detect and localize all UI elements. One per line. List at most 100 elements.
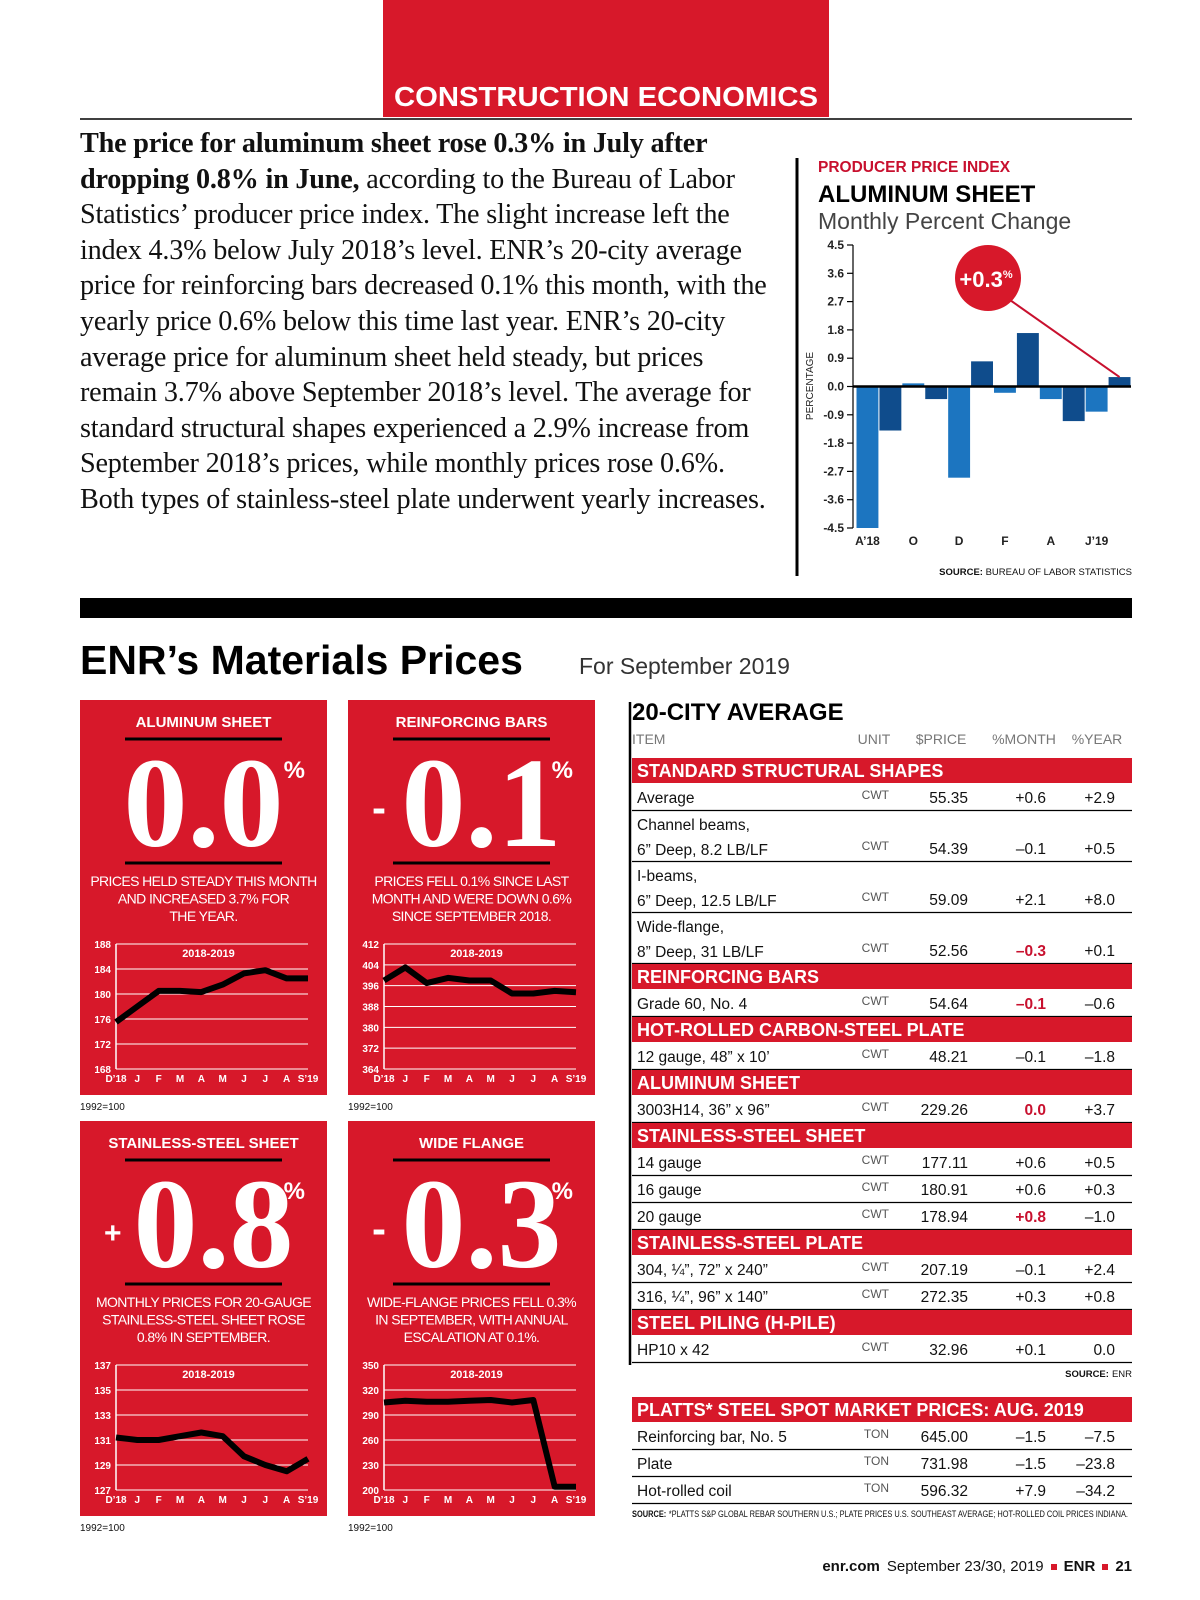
section-title: STAINLESS-STEEL SHEET (637, 1126, 865, 1146)
unit: CWT (862, 890, 890, 904)
x-tick-label: D’18 (105, 1495, 127, 1506)
panel (80, 700, 327, 1095)
item: Plate (637, 1456, 672, 1473)
x-tick-label: M (218, 1495, 226, 1506)
year-change: +0.1 (1084, 943, 1115, 960)
unit: TON (864, 1427, 889, 1441)
chart-subtitle: 2018-2019 (182, 948, 235, 960)
y-tick-label: 320 (362, 1386, 379, 1397)
x-tick-label: O (909, 534, 918, 548)
separator (1050, 1563, 1057, 1570)
x-tick-label: A (1046, 534, 1055, 548)
intro-text: The price for aluminum sheet rose 0.3% i… (80, 126, 770, 518)
x-tick-label: J (509, 1074, 515, 1085)
x-tick-label: F (156, 1495, 162, 1506)
item: 316, ¼”, 96” x 140” (637, 1289, 768, 1306)
intro-body: according to the Bureau of Labor Statist… (80, 163, 767, 515)
y-tick-label: 230 (362, 1461, 379, 1472)
y-tick-label: 0.0 (827, 380, 844, 394)
x-tick-label: J’19 (1085, 534, 1109, 548)
big-figure: 0.8 (134, 1153, 294, 1295)
x-tick-label: M (176, 1074, 184, 1085)
price: 32.96 (929, 1342, 968, 1359)
price: 272.35 (921, 1289, 968, 1306)
x-tick-label: S’19 (298, 1495, 319, 1506)
item: 12 gauge, 48” x 10’ (637, 1049, 770, 1066)
source-label: SOURCE: (632, 1509, 666, 1519)
section-banner (383, 0, 829, 117)
item: 16 gauge (637, 1182, 702, 1199)
item: 3003H14, 36” x 96” (637, 1102, 770, 1119)
y-tick-label: 127 (94, 1486, 111, 1497)
chart-subtitle: 2018-2019 (450, 1369, 503, 1381)
y-tick-label: 350 (362, 1361, 379, 1372)
x-tick-label: D (955, 534, 964, 548)
big-figure: 0.1 (402, 732, 562, 874)
bar (902, 383, 925, 387)
year-change: +8.0 (1084, 892, 1115, 909)
figure-sign: - (372, 784, 386, 831)
panel-description: MONTHLY PRICES FOR 20-GAUGE (96, 1294, 311, 1310)
footer-date: September 23/30, 2019 (886, 1558, 1044, 1575)
section-title: REINFORCING BARS (637, 967, 819, 987)
y-tick-label: 372 (362, 1044, 379, 1055)
y-tick-label: 180 (94, 990, 111, 1001)
separator (1102, 1563, 1109, 1570)
item: Channel beams, (637, 817, 750, 834)
unit: CWT (862, 1260, 890, 1274)
intro-lead: The price for aluminum sheet rose 0.3% i… (80, 128, 707, 195)
month-change: –0.1 (1016, 841, 1046, 858)
unit: CWT (862, 839, 890, 853)
price: 229.26 (921, 1102, 968, 1119)
month-change: +0.6 (1015, 1182, 1046, 1199)
panel-description: IN SEPTEMBER, WITH ANNUAL (375, 1312, 569, 1328)
big-figure: 0.3 (402, 1153, 562, 1295)
chart-subtitle: Monthly Percent Change (818, 208, 1071, 234)
section-title: STAINLESS-STEEL PLATE (637, 1233, 863, 1253)
x-tick-label: A’18 (855, 534, 880, 548)
footer-site: enr.com (822, 1558, 880, 1575)
y-tick-label: 1.8 (827, 323, 844, 337)
x-tick-label: A (551, 1074, 558, 1085)
unit: CWT (862, 1340, 890, 1354)
figure-unit: % (284, 757, 305, 784)
table-source: SOURCE: ENR (1065, 1369, 1132, 1380)
figure-sign: + (104, 1217, 122, 1250)
x-tick-label: F (1001, 534, 1008, 548)
year-change: –0.6 (1085, 996, 1115, 1013)
figure-unit: % (284, 1178, 305, 1205)
y-tick-label: 3.6 (827, 266, 844, 280)
unit: CWT (862, 941, 890, 955)
y-tick-label: 290 (362, 1411, 379, 1422)
section-title: ALUMINUM SHEET (637, 1073, 800, 1093)
footer-page: 21 (1115, 1558, 1132, 1575)
source-text: BUREAU OF LABOR STATISTICS (986, 567, 1132, 578)
bar (856, 386, 879, 528)
figure-unit: % (552, 757, 573, 784)
month-change: –0.3 (1016, 943, 1047, 960)
month-change: +0.6 (1015, 1155, 1046, 1172)
unit: CWT (862, 1047, 890, 1061)
panel (348, 1121, 595, 1516)
y-tick-label: 0.9 (827, 351, 844, 365)
x-tick-label: J (263, 1074, 269, 1085)
month-change: +0.1 (1015, 1342, 1046, 1359)
year-change: –1.0 (1085, 1209, 1116, 1226)
unit: CWT (862, 1100, 890, 1114)
divider-bar (80, 598, 1132, 618)
x-tick-label: J (509, 1495, 515, 1506)
unit: CWT (862, 1207, 890, 1221)
panel-description: PRICES FELL 0.1% SINCE LAST (374, 873, 569, 889)
month-change: –1.5 (1016, 1456, 1046, 1473)
platts-source: SOURCE:*PLATTS S&P GLOBAL REBAR SOUTHERN… (632, 1509, 1128, 1519)
year-change: +0.3 (1084, 1182, 1115, 1199)
unit: CWT (862, 994, 890, 1008)
x-tick-label: J (531, 1495, 537, 1506)
item: Grade 60, No. 4 (637, 996, 748, 1013)
column-header: $PRICE (916, 731, 967, 747)
item: Hot-rolled coil (637, 1483, 732, 1500)
month-change: –0.1 (1016, 1049, 1046, 1066)
footer: enr.com September 23/30, 2019 ENR 21 (822, 1558, 1132, 1575)
section-bar (632, 964, 1132, 989)
panel (80, 1121, 327, 1516)
